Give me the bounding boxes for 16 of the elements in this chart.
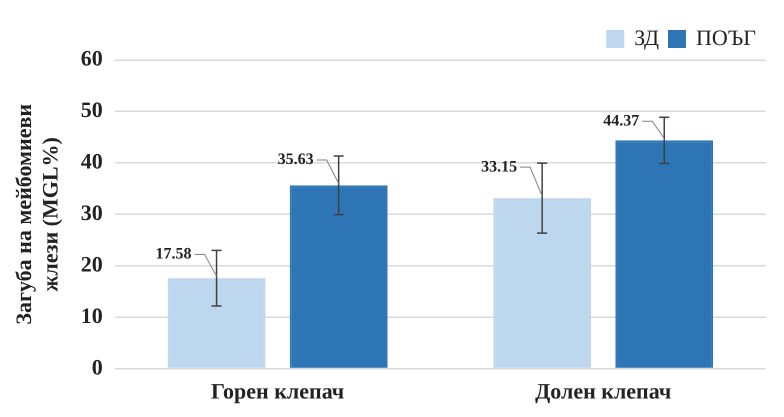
y-tick-label: 0 (92, 354, 103, 380)
y-tick-label: 40 (80, 148, 103, 174)
x-tick-label: Долен клепач (535, 378, 672, 404)
y-tick-label: 60 (80, 46, 103, 71)
y-tick-label: 30 (80, 200, 103, 225)
y-tick-label: 10 (80, 302, 103, 328)
data-label: 44.37 (603, 112, 640, 130)
legend-label: ПОЪГ (696, 24, 756, 50)
y-axis-title: Загуба на мейбомиеви жлези (MGL%) (10, 104, 62, 325)
data-label: 35.63 (278, 151, 314, 168)
y-tick-label: 20 (80, 251, 103, 276)
legend-label: ЗД (634, 24, 659, 50)
x-tick-label: Горен клепач (210, 378, 344, 404)
data-label: 33.15 (481, 158, 518, 176)
y-tick-label: 50 (80, 97, 103, 122)
data-label: 17.58 (156, 246, 192, 263)
